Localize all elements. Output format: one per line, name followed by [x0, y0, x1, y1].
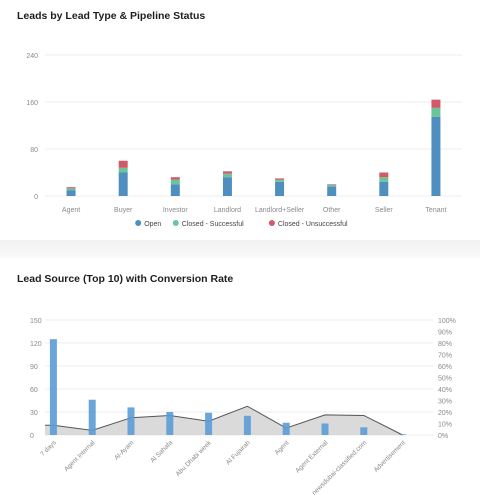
bar-segment-tenant-2 [431, 99, 441, 108]
y2-tick-label: 40% [438, 387, 452, 394]
y-tick-label: 120 [30, 341, 42, 348]
bar-segment-landlord-seller-1 [275, 179, 285, 182]
bar-segment-agent-0 [66, 190, 76, 196]
y-tick-label: 60 [30, 387, 38, 394]
y-tick-label: 90 [30, 364, 38, 371]
y2-tick-label: 10% [438, 422, 452, 429]
legend-label: Open [144, 221, 161, 228]
x-tick-label: Abu Dhabi week [175, 439, 214, 478]
bar-segment-tenant-1 [431, 107, 441, 117]
bar-segment-other-2 [327, 184, 337, 185]
x-tick-label: Landlord+Seller [255, 207, 305, 214]
bar-segment-landlord-seller-0 [275, 181, 285, 196]
y-tick-label: 0 [34, 194, 38, 201]
legend-marker [172, 220, 179, 226]
bar-9 [399, 434, 407, 435]
lead-type-panel: Leads by Lead Type & Pipeline Status 0 80… [0, 0, 480, 240]
x-tick-label: Tenant [425, 207, 446, 214]
bar-6 [282, 422, 290, 435]
bar-segment-buyer-2 [118, 160, 128, 168]
legend-marker [135, 220, 142, 226]
bar-2 [127, 407, 135, 435]
y2-tick-label: 0% [438, 433, 448, 440]
panel-divider [0, 240, 480, 258]
y2-tick-label: 30% [438, 399, 452, 406]
x-tick-label: 7 days [39, 439, 58, 458]
x-tick-label: Agent [62, 207, 80, 214]
y2-tick-label: 90% [438, 330, 452, 337]
x-tick-label: Agent Internal [63, 439, 97, 473]
x-tick-label: Landlord [214, 207, 241, 214]
bar-3 [166, 412, 174, 435]
bar-segment-other-1 [327, 184, 337, 187]
x-tick-label: Investor [163, 207, 189, 214]
x-tick-label: Agent [274, 439, 291, 456]
y2-tick-label: 60% [438, 364, 452, 371]
bar-0 [49, 339, 57, 435]
bar-segment-landlord-1 [222, 173, 232, 178]
bar-5 [243, 415, 251, 435]
y-tick-label: 240 [26, 53, 38, 60]
bar-8 [360, 427, 368, 435]
lead-type-chart: 0 80 160 240 Agent Buyer Investor Landlord Landl… [26, 53, 462, 228]
legend-label: Closed - Unsuccessful [278, 221, 348, 228]
y-tick-label: 0 [30, 433, 34, 440]
y-tick-label: 150 [30, 318, 42, 325]
bar-segment-agent-1 [66, 188, 76, 191]
bar-segment-landlord-2 [222, 171, 232, 174]
legend-label: Closed - Successful [182, 221, 244, 228]
x-tick-label: Other [323, 207, 341, 214]
bar-4 [205, 412, 213, 435]
bar-segment-landlord-seller-2 [275, 178, 285, 180]
legend-marker [268, 220, 275, 226]
bar-segment-investor-1 [170, 179, 180, 185]
bar-segment-buyer-1 [118, 167, 128, 173]
x-tick-label: Al Sahafa [149, 439, 174, 464]
bar-segment-investor-0 [170, 184, 180, 196]
bar-segment-agent-2 [66, 187, 76, 189]
y-tick-label: 30 [30, 410, 38, 417]
y2-tick-label: 20% [438, 410, 452, 417]
y2-tick-label: 80% [438, 341, 452, 348]
x-tick-label: Al-Ayam [113, 439, 135, 461]
conversion-area [45, 406, 403, 435]
bar-7 [321, 423, 329, 435]
x-tick-label: Seller [375, 207, 394, 214]
bar-segment-seller-1 [379, 177, 389, 182]
x-tick-label: Agent External [294, 439, 329, 474]
bar-segment-seller-0 [379, 181, 389, 196]
x-tick-label: Advertisement [373, 439, 407, 473]
lead-source-chart: 0 30 60 90 120 150 0% 10% 20% 30% 40% 50% 60% 70% 80% 9… [30, 318, 456, 495]
chart-title-lead-source: Lead Source (Top 10) with Conversion Rat… [17, 273, 234, 285]
bar-segment-investor-2 [170, 177, 180, 180]
x-tick-label: Buyer [114, 207, 133, 214]
bar-segment-buyer-0 [118, 172, 128, 196]
bar-segment-landlord-0 [222, 177, 232, 196]
bar-segment-other-0 [327, 186, 337, 196]
x-tick-label: Al Fujairah [225, 439, 252, 466]
y2-tick-label: 70% [438, 353, 452, 360]
bar-1 [88, 399, 96, 435]
y-tick-label: 160 [26, 100, 38, 107]
y2-tick-label: 100% [438, 318, 456, 325]
bar-segment-tenant-0 [431, 116, 441, 196]
y-tick-label: 80 [30, 147, 38, 154]
y2-tick-label: 50% [438, 376, 452, 383]
bar-segment-seller-2 [379, 172, 389, 178]
chart-title-lead-type: Leads by Lead Type & Pipeline Status [17, 10, 206, 22]
lead-source-panel: Lead Source (Top 10) with Conversion Rat… [0, 258, 480, 495]
